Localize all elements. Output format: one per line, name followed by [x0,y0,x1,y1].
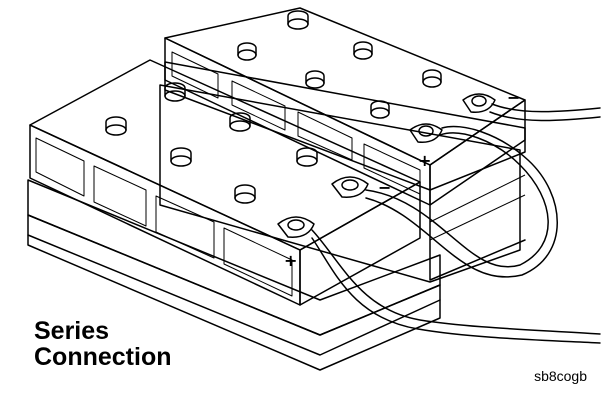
rear-battery-cap [237,42,257,61]
title-line-1: Series [34,317,110,345]
rear-battery-cap [422,69,442,88]
rear-battery-cap [353,41,373,60]
front-battery-cap [234,184,256,204]
cable-rear-negative-out [489,103,601,122]
rear-positive-mark: + [418,151,431,170]
cables [311,103,601,344]
front-battery-cap [170,147,192,167]
rear-negative-terminal [462,93,496,113]
rear-negative-mark: − [507,88,520,107]
cable-front-positive-out [311,229,601,344]
front-positive-mark: + [284,251,297,270]
rear-battery-cap [287,10,309,30]
front-negative-terminal [331,176,369,198]
front-negative-mark: − [378,178,391,197]
front-battery-cap [296,147,318,167]
title-line-2: Connection [34,343,172,371]
rear-positive-terminal [409,123,443,143]
rear-battery-cap [370,100,390,119]
front-battery-cap [229,112,251,132]
front-battery-cap [164,82,186,102]
front-battery-cap [105,116,127,136]
front-battery: + − [27,59,441,371]
rear-battery-cap [305,70,325,89]
cable-series-link [365,125,558,278]
front-positive-terminal [277,216,315,238]
diagram-title: Series Connection [34,318,172,370]
rear-battery: + − [159,7,526,283]
figure-id: sb8cogb [534,368,587,384]
